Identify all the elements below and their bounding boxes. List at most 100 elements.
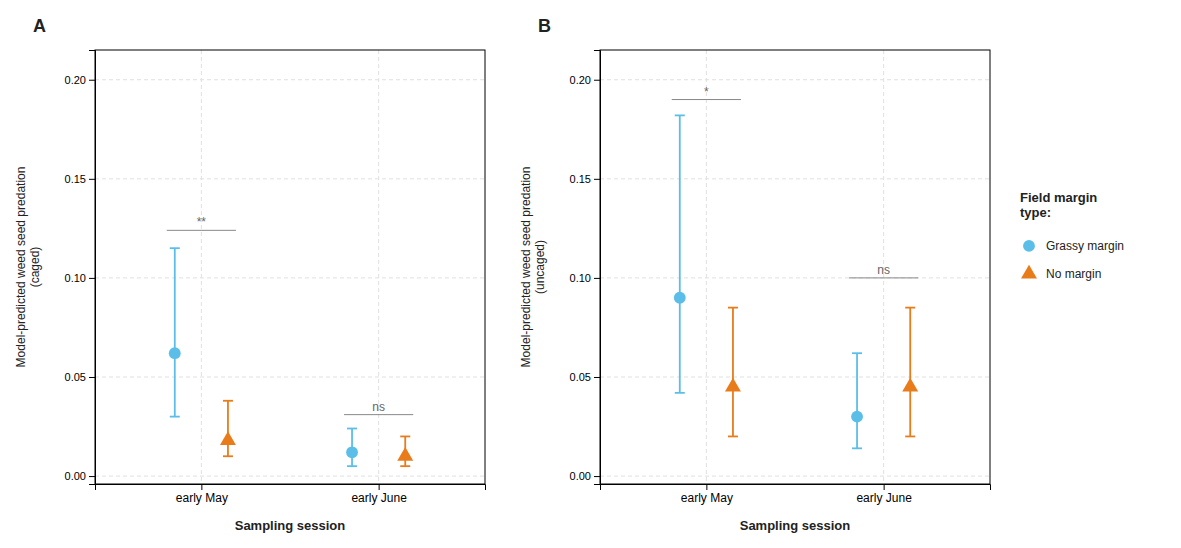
- significance-label: *: [704, 85, 709, 99]
- text-line: Model-predicted weed seed predation: [14, 167, 28, 368]
- legend-title: Field margintype:: [1020, 190, 1097, 221]
- error-bar: [347, 429, 357, 467]
- y-tick: 0.00: [65, 470, 95, 482]
- y-tick: 0.20: [65, 74, 95, 86]
- y-tick-mark: [594, 278, 600, 279]
- y-tick-label: 0.05: [570, 371, 591, 383]
- y-axis-line: [89, 51, 96, 485]
- grid: [95, 50, 485, 484]
- x-tick-label: early June: [351, 491, 407, 505]
- y-tick: 0.05: [570, 371, 600, 383]
- plot-frame: [600, 50, 990, 484]
- text-line: Model-predicted weed seed predation: [519, 167, 533, 368]
- significance-bracket: [672, 99, 741, 100]
- error-bar-stem: [174, 248, 176, 416]
- grid-line-y: [600, 476, 990, 477]
- grid-line-y: [600, 277, 990, 278]
- error-bar-cap-low: [400, 465, 410, 467]
- y-axis-line: [594, 51, 601, 485]
- y-tick-label: 0.05: [65, 371, 86, 383]
- x-tick-label: early May: [681, 491, 733, 505]
- y-tick: 0.05: [65, 371, 95, 383]
- series: [725, 308, 918, 437]
- y-axis-title: Model-predicted weed seed predation(unca…: [519, 167, 547, 368]
- grid-line-y: [95, 476, 485, 477]
- marks: [672, 100, 918, 449]
- point: [674, 292, 686, 304]
- plot-frame: [95, 50, 485, 484]
- x-axis: early May early June: [96, 484, 486, 505]
- y-tick-label: 0.00: [65, 470, 86, 482]
- x-axis-line: [601, 485, 991, 491]
- point: [169, 347, 181, 359]
- error-bar-cap-low: [905, 436, 915, 438]
- y-tick-label: 0.20: [570, 74, 591, 86]
- x-axis-title: Sampling session: [740, 518, 851, 533]
- annotations: **ns: [197, 215, 385, 413]
- error-bar: [675, 115, 685, 392]
- error-bar-stem: [679, 115, 681, 392]
- error-bar: [905, 308, 915, 437]
- significance-label: ns: [877, 263, 890, 277]
- x-tick-mark: [884, 484, 885, 490]
- legend-item: No margin: [1021, 265, 1101, 281]
- y-tick-label: 0.10: [570, 272, 591, 284]
- grid-line-x: [706, 50, 707, 484]
- panel: 0.000.050.100.150.20early Mayearly JuneM…: [14, 16, 486, 533]
- error-bar: [170, 248, 180, 416]
- x-tick: early June: [856, 484, 912, 505]
- y-tick: 0.10: [570, 272, 600, 284]
- grid-line-y: [600, 178, 990, 179]
- y-axis: 0.000.050.100.150.20: [65, 51, 96, 485]
- x-tick-mark: [706, 484, 707, 490]
- grid-line-x: [201, 50, 202, 484]
- point: [851, 411, 863, 423]
- y-tick-mark: [594, 377, 600, 378]
- chart: 0.00 0.05 0.10 0.15 0.20 early May early June M…: [0, 0, 1181, 548]
- y-tick-label: 0.15: [570, 173, 591, 185]
- legend-symbol: [1023, 240, 1035, 252]
- significance-bracket: [167, 230, 236, 231]
- error-bar-cap-high: [223, 400, 233, 402]
- legend-item: Grassy margin: [1023, 239, 1124, 253]
- y-tick-mark: [594, 179, 600, 180]
- grid-line-y: [600, 376, 990, 377]
- x-axis: early May early June: [601, 484, 991, 505]
- grid-line-x: [378, 50, 379, 484]
- y-tick-mark: [89, 179, 95, 180]
- legend-label: Grassy margin: [1046, 239, 1124, 253]
- error-bar-stem: [227, 401, 229, 456]
- y-tick-label: 0.20: [65, 74, 86, 86]
- grid-line-y: [95, 79, 485, 80]
- error-bar: [728, 308, 738, 437]
- x-tick: early May: [176, 484, 228, 505]
- error-bar-cap-high: [905, 307, 915, 309]
- error-bar-cap-high: [170, 247, 180, 249]
- grid-line-y: [95, 277, 485, 278]
- y-tick: 0.00: [570, 470, 600, 482]
- point: [902, 378, 918, 392]
- text-line: type:: [1020, 206, 1051, 221]
- grid-line-y: [600, 79, 990, 80]
- y-axis-title: Model-predicted weed seed predation(cage…: [14, 167, 42, 368]
- error-bar-cap-high: [347, 428, 357, 430]
- grid-line-y: [95, 178, 485, 179]
- y-tick-mark: [594, 476, 600, 477]
- legend-symbol: [1021, 265, 1037, 279]
- series: [169, 248, 358, 466]
- x-tick-label: early June: [856, 491, 912, 505]
- significance-bracket: [849, 277, 918, 278]
- legend: Field margintype: Grassy margin No margin: [1020, 190, 1124, 281]
- error-bar-cap-low: [852, 447, 862, 449]
- y-tick-mark: [89, 377, 95, 378]
- y-tick: 0.10: [65, 272, 95, 284]
- y-tick: 0.20: [570, 74, 600, 86]
- error-bar-cap-high: [852, 352, 862, 354]
- significance-label: **: [197, 215, 207, 229]
- significance-bracket: [344, 414, 413, 415]
- series: [674, 115, 863, 448]
- text-line: (uncaged): [533, 240, 547, 294]
- point: [397, 447, 413, 461]
- point: [346, 446, 358, 458]
- panel: 0.00 0.05 0.10 0.15 0.20 early May early June M…: [519, 16, 991, 533]
